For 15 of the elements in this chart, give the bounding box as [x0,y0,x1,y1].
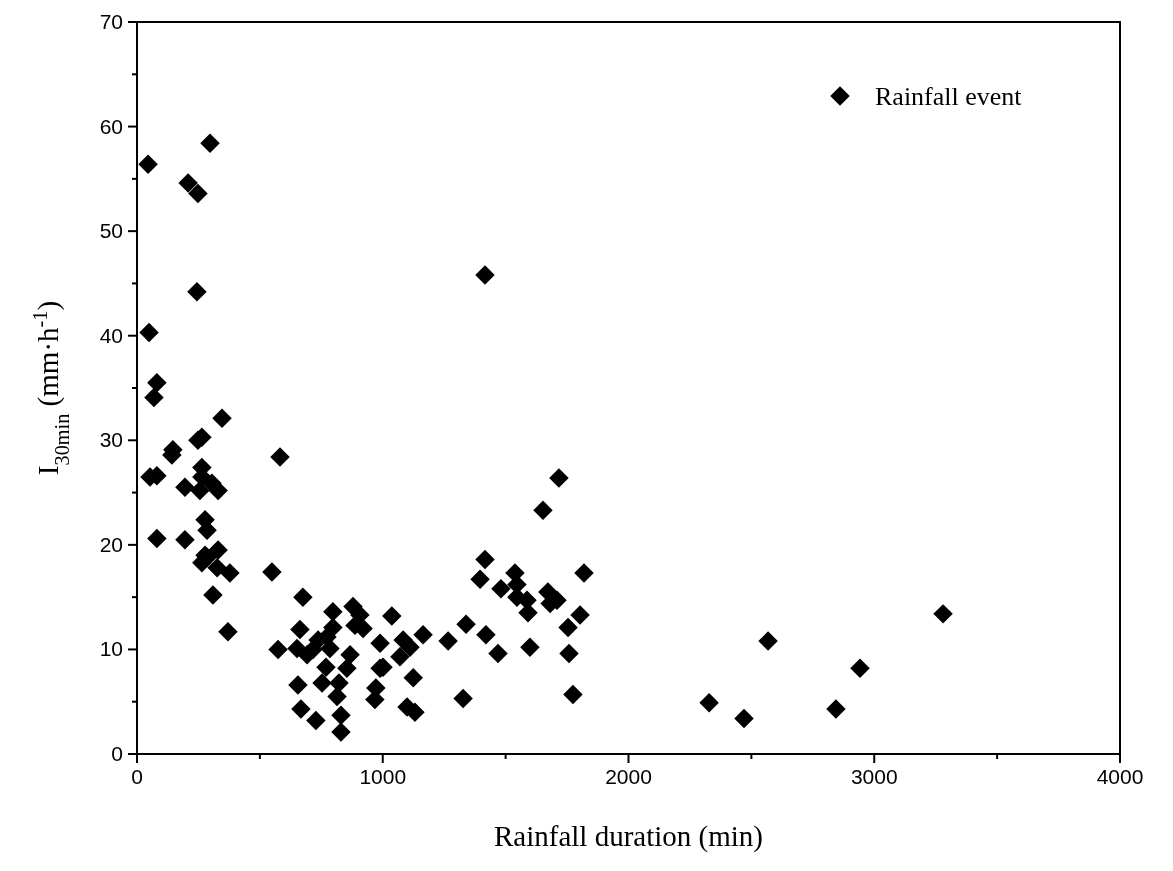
x-tick-label: 3000 [850,765,898,788]
x-axis-title: Rainfall duration (min) [494,820,763,853]
y-tick-label: 50 [99,219,123,243]
y-tick-label: 0 [111,742,123,765]
legend-label: Rainfall event [875,82,1023,111]
y-tick-label: 10 [99,637,123,661]
y-tick-label: 40 [99,323,123,347]
y-tick-label: 60 [99,114,123,138]
y-tick-label: 30 [99,428,123,452]
y-tick-label: 20 [99,532,123,556]
x-tick-label: 0 [131,765,143,788]
x-tick-label: 4000 [1096,765,1144,788]
x-tick-label: 1000 [359,765,407,788]
y-tick-label: 70 [99,10,123,33]
x-tick-label: 2000 [605,765,652,788]
